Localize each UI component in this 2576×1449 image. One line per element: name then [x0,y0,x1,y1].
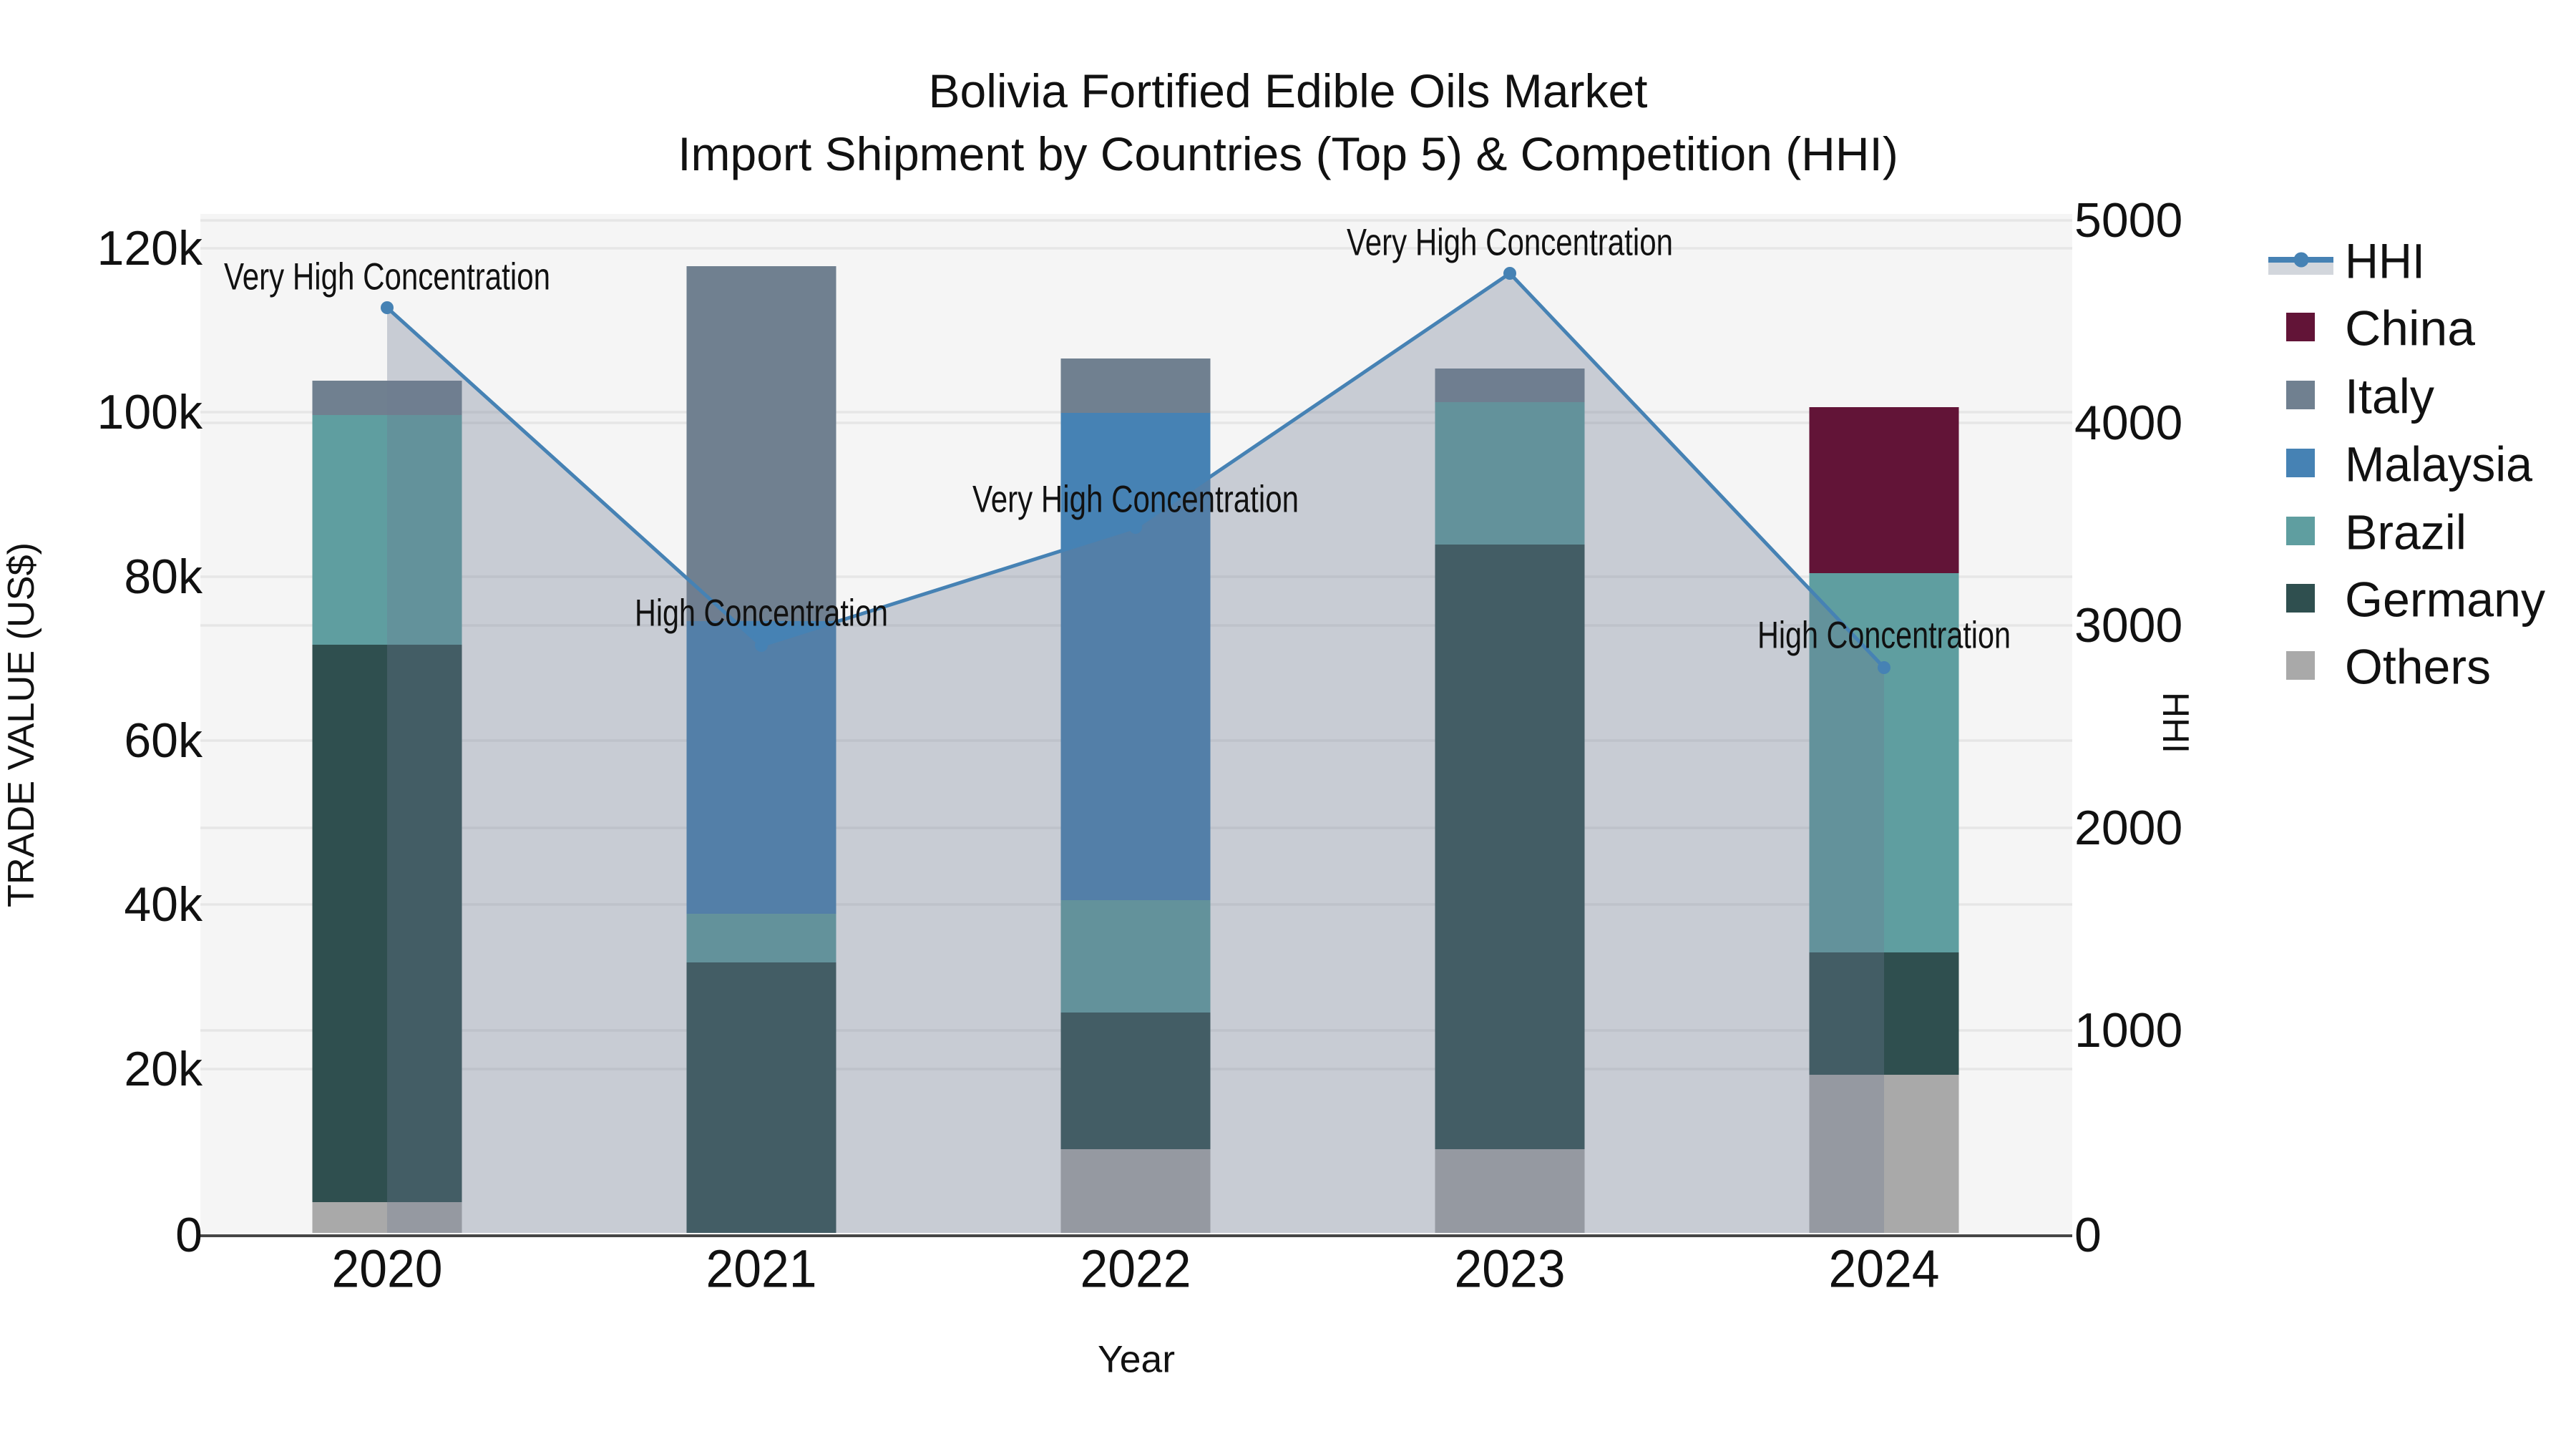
svg-text:Very High Concentration: Very High Concentration [1347,222,1673,264]
svg-text:Bolivia Fortified Edible Oils: Bolivia Fortified Edible Oils Market [928,64,1647,117]
svg-text:120k: 120k [97,221,203,275]
svg-text:80k: 80k [124,550,203,604]
svg-text:China: China [2345,301,2476,356]
svg-text:4000: 4000 [2074,396,2182,450]
svg-text:High Concentration: High Concentration [1757,615,2011,657]
svg-text:Very High Concentration: Very High Concentration [972,479,1299,521]
svg-text:Italy: Italy [2345,369,2434,424]
svg-text:Import Shipment by Countries (: Import Shipment by Countries (Top 5) & C… [678,127,1898,180]
svg-text:High Concentration: High Concentration [635,592,888,635]
svg-text:HHI: HHI [2345,234,2425,289]
svg-text:2020: 2020 [332,1239,443,1299]
svg-text:40k: 40k [124,877,203,932]
svg-text:100k: 100k [97,385,203,439]
svg-text:5000: 5000 [2074,193,2182,248]
svg-text:Germany: Germany [2345,572,2545,628]
svg-text:2000: 2000 [2074,801,2182,855]
svg-text:Year: Year [1098,1339,1175,1381]
svg-text:2023: 2023 [1455,1239,1566,1299]
svg-text:1000: 1000 [2074,1003,2182,1058]
svg-text:60k: 60k [124,713,203,768]
svg-text:HHI: HHI [2155,692,2196,753]
svg-text:Very High Concentration: Very High Concentration [224,256,550,298]
svg-text:20k: 20k [124,1042,203,1096]
svg-text:2024: 2024 [1829,1239,1940,1299]
svg-text:Malaysia: Malaysia [2345,437,2533,492]
svg-text:3000: 3000 [2074,598,2182,653]
svg-text:Others: Others [2345,640,2491,695]
svg-text:2021: 2021 [706,1239,817,1299]
svg-text:2022: 2022 [1080,1239,1191,1299]
svg-text:0: 0 [2074,1208,2102,1262]
svg-text:0: 0 [175,1208,203,1262]
svg-text:Brazil: Brazil [2345,505,2467,560]
svg-text:TRADE VALUE (US$): TRADE VALUE (US$) [1,542,42,907]
